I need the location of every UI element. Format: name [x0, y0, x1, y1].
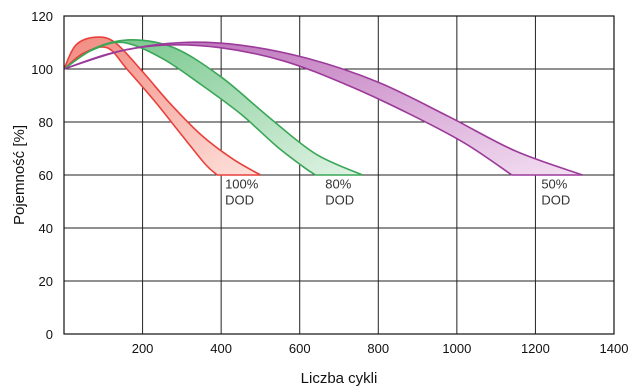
x-tick-label: 1400: [600, 341, 629, 356]
x-tick-label: 800: [367, 341, 389, 356]
y-tick-label: 120: [31, 9, 53, 24]
y-tick-label: 80: [39, 115, 53, 130]
y-tick-labels: 0 20 40 60 80 100 120: [31, 9, 53, 342]
band-label-line: 80%: [325, 176, 351, 191]
y-axis-title: Pojemność [%]: [11, 125, 28, 225]
x-tick-label: 400: [210, 341, 232, 356]
x-tick-label: 600: [289, 341, 311, 356]
y-tick-label: 40: [39, 221, 53, 236]
band-label-line: 50%: [541, 176, 567, 191]
band-fill: [64, 42, 583, 176]
x-tick-labels: 200 400 600 800 1000 1200 1400: [132, 341, 629, 356]
x-tick-label: 1000: [442, 341, 471, 356]
band-label-line: DOD: [541, 192, 570, 207]
band-fill: [64, 39, 363, 175]
band-label-line: 100%: [225, 176, 259, 191]
band-fill: [64, 37, 261, 175]
band-label-line: DOD: [225, 192, 254, 207]
band-upper-line: [63, 36, 261, 176]
x-tick-label: 1200: [521, 341, 550, 356]
band-lower-line: [63, 41, 316, 176]
y-tick-label: 0: [46, 327, 53, 342]
band-lower-line: [63, 46, 218, 176]
x-axis-title: Liczba cykli: [301, 370, 378, 387]
band-label-line: DOD: [325, 192, 354, 207]
y-tick-label: 100: [31, 62, 53, 77]
x-tick-label: 200: [132, 341, 154, 356]
y-tick-label: 20: [39, 274, 53, 289]
capacity-bands: [63, 36, 583, 176]
y-tick-label: 60: [39, 168, 53, 183]
band-lower-line: [63, 44, 513, 176]
plot-frame: [63, 15, 615, 335]
